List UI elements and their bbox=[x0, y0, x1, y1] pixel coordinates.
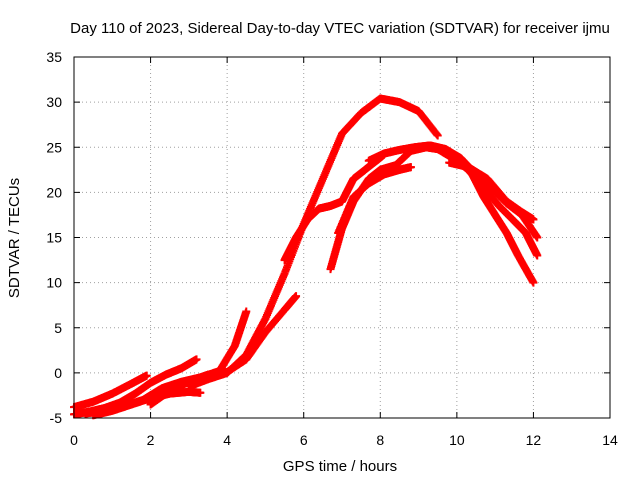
series-track-1 bbox=[70, 371, 151, 412]
series-track-3 bbox=[81, 307, 251, 418]
x-axis-label: GPS time / hours bbox=[283, 458, 397, 475]
data-point bbox=[192, 355, 201, 364]
data-point bbox=[142, 371, 151, 380]
data-point bbox=[529, 278, 538, 287]
chart-title: Day 110 of 2023, Sidereal Day-to-day VTE… bbox=[70, 20, 610, 37]
y-tick-label: -5 bbox=[50, 410, 63, 426]
y-tick-label: 5 bbox=[54, 320, 62, 336]
x-tick-label: 4 bbox=[223, 432, 231, 448]
y-tick-label: 30 bbox=[46, 94, 62, 110]
x-tick-label: 2 bbox=[147, 432, 155, 448]
data-point bbox=[292, 292, 301, 301]
y-tick-label: 10 bbox=[46, 275, 62, 291]
series-track-6 bbox=[184, 94, 442, 391]
x-tick-label: 12 bbox=[526, 432, 542, 448]
y-tick-label: 35 bbox=[46, 49, 62, 65]
data-point bbox=[406, 163, 415, 172]
x-axis-ticks: 0 2 4 6 8 10 12 14 bbox=[70, 57, 618, 448]
series-track-5 bbox=[146, 292, 301, 409]
data-point bbox=[242, 307, 251, 316]
data-point bbox=[433, 131, 442, 140]
data-point bbox=[533, 251, 542, 260]
y-tick-label: 25 bbox=[46, 139, 62, 155]
data-point bbox=[196, 388, 205, 397]
data-point bbox=[529, 215, 538, 224]
y-axis-ticks: -5 0 5 10 15 20 25 30 35 bbox=[46, 49, 610, 426]
x-tick-label: 6 bbox=[300, 432, 308, 448]
data-points bbox=[70, 94, 542, 420]
x-tick-label: 0 bbox=[70, 432, 78, 448]
y-axis-label: SDTVAR / TECUs bbox=[6, 178, 23, 298]
y-tick-label: 15 bbox=[46, 230, 62, 246]
y-tick-label: 0 bbox=[54, 365, 62, 381]
series-track-9 bbox=[334, 163, 415, 237]
series-track-12 bbox=[445, 158, 538, 224]
y-tick-label: 20 bbox=[46, 184, 62, 200]
x-tick-label: 14 bbox=[602, 432, 618, 448]
x-tick-label: 10 bbox=[449, 432, 465, 448]
x-tick-label: 8 bbox=[376, 432, 384, 448]
data-point bbox=[533, 233, 542, 242]
